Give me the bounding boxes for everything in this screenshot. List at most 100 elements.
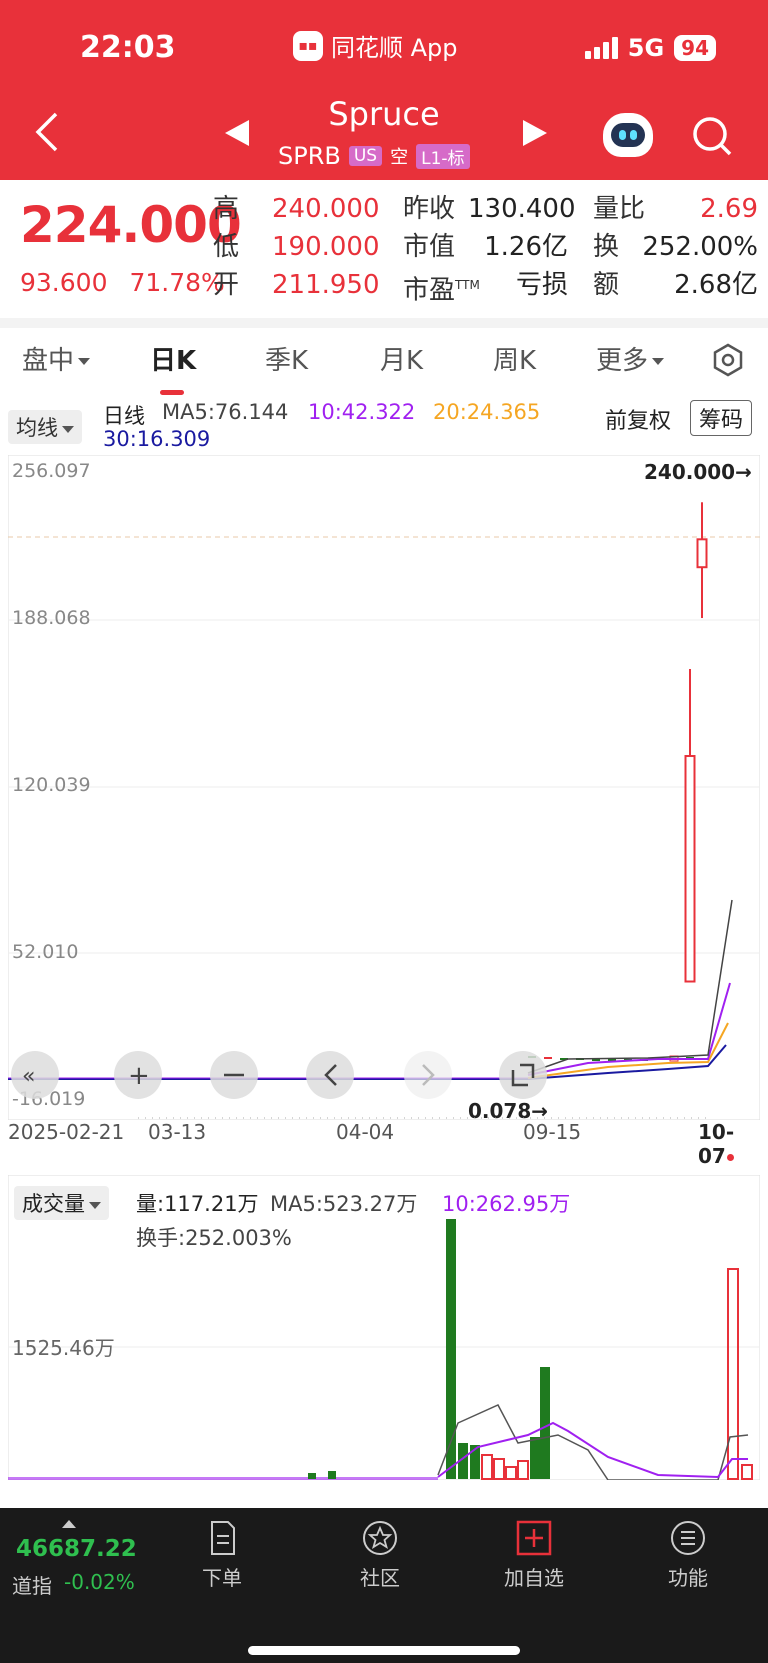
volume-selector[interactable]: 成交量 [14, 1186, 109, 1220]
status-app-label: 同花顺 App [331, 34, 458, 62]
volume-ma5-line [437, 1404, 749, 1480]
tab-active-indicator [160, 390, 184, 395]
max-label: 240.000→ [644, 460, 752, 484]
fullscreen-icon[interactable] [499, 1051, 547, 1099]
zoom-in-icon[interactable] [114, 1051, 162, 1099]
nav-functions[interactable]: 功能 [638, 1518, 738, 1591]
tab-quarterly[interactable]: 季K [265, 346, 309, 376]
ma30-line [527, 1044, 727, 1080]
low-value: 190.000 [272, 232, 380, 262]
x-tick-4: 10-07 [698, 1120, 735, 1168]
short-tag: 空 [390, 147, 409, 168]
app-icon: ▪▪ [293, 30, 323, 61]
volume-ma5: MA5:523.27万 [270, 1192, 418, 1216]
candle-body [684, 755, 696, 983]
ma5-value: MA5:76.144 [162, 400, 289, 424]
quote-labels-2: 昨收 市值 市盈TTM [403, 190, 480, 310]
header: 22:03 ▪▪ 同花顺 App 5G 94 Spruce SPRB US 空 … [0, 0, 768, 180]
index-value[interactable]: 46687.22 [16, 1536, 137, 1562]
double-left-icon[interactable] [11, 1051, 59, 1099]
section-divider [0, 318, 768, 328]
pe-label: 市盈TTM [403, 275, 480, 306]
y-tick-0: 256.097 [12, 460, 91, 482]
y-tick-1: 188.068 [12, 607, 91, 629]
current-day-dot [727, 1154, 734, 1161]
volume-value: 量:117.21万 [136, 1192, 259, 1216]
ma-selector[interactable]: 均线 [8, 410, 82, 444]
candle-body [696, 538, 708, 569]
quote-values-1: 240.000 190.000 211.950 [272, 190, 380, 304]
x-tick-0: 2025-02-21 [8, 1120, 125, 1144]
status-indicators: 5G 94 [584, 34, 716, 62]
volume-bars [8, 1219, 753, 1480]
high-label: 高 [213, 194, 240, 224]
status-app[interactable]: ▪▪ 同花顺 App [293, 28, 458, 63]
x-axis-labels: 2025-02-21 03-13 04-04 09-15 10-07 [8, 1120, 760, 1168]
nav-add-watchlist[interactable]: 加自选 [484, 1518, 584, 1591]
svg-text:+: + [128, 1061, 150, 1091]
nav-community[interactable]: 社区 [330, 1518, 430, 1591]
x-tick-1: 03-13 [148, 1120, 207, 1144]
kline-chart[interactable]: 256.097 188.068 120.039 52.010 -16.019 2… [8, 455, 760, 1120]
chips-button[interactable]: 筹码 [690, 400, 753, 436]
volume-chart[interactable]: 1525.46万 [8, 1175, 760, 1480]
ma20-value: 20:24.365 [433, 400, 541, 424]
pe-value: 亏损 [515, 270, 568, 300]
nav-order-label: 下单 [202, 1566, 242, 1590]
chart-toolbar: « + [11, 1051, 547, 1099]
level-tag: L1-标 [416, 143, 470, 169]
status-time: 22:03 [80, 30, 176, 65]
ma20-line [527, 1022, 729, 1079]
market-cap-label: 市值 [403, 232, 456, 262]
prev-close-value: 130.400 [468, 194, 576, 224]
prev-close-label: 昨收 [403, 194, 456, 224]
prev-stock-icon[interactable] [225, 120, 249, 146]
change-percent: 71.78% [129, 268, 225, 297]
tab-weekly[interactable]: 周K [493, 346, 537, 376]
adjust-toggle[interactable]: 前复权 [605, 409, 672, 434]
x-tick-3: 09-15 [523, 1120, 582, 1144]
tab-daily[interactable]: 日K [150, 346, 197, 376]
assistant-robot-icon[interactable] [603, 113, 653, 157]
index-name: 道指 [12, 1574, 52, 1598]
chevron-left-icon[interactable] [306, 1051, 354, 1099]
last-price: 224.000 [20, 196, 242, 254]
tab-intraday[interactable]: 盘中 [22, 340, 91, 377]
settings-icon[interactable] [710, 342, 746, 378]
period-tabs: 盘中 日K 季K 月K 周K 更多 [0, 340, 768, 396]
stock-name: Spruce [328, 95, 440, 133]
turnover-label: 换 [593, 232, 620, 262]
network-label: 5G [627, 34, 665, 62]
nav-community-label: 社区 [360, 1566, 400, 1590]
stock-code: SPRB [278, 142, 341, 170]
back-icon[interactable] [30, 110, 64, 154]
quote-values-2: 130.400 1.26亿 亏损 [468, 190, 576, 304]
quote-labels-1: 高 低 开 [213, 190, 239, 304]
open-value: 211.950 [272, 270, 380, 300]
battery-icon: 94 [674, 35, 716, 61]
nav-order[interactable]: 下单 [172, 1518, 272, 1591]
next-stock-icon[interactable] [523, 120, 547, 146]
ma30-value: 30:16.309 [103, 427, 211, 451]
tab-monthly[interactable]: 月K [380, 346, 424, 376]
vol-ratio-label: 量比 [593, 194, 646, 224]
index-change: -0.02% [64, 1570, 135, 1594]
nav-functions-label: 功能 [668, 1566, 708, 1590]
change-value: 93.600 [20, 268, 108, 297]
expand-up-icon[interactable] [62, 1520, 76, 1528]
pe-sup: TTM [455, 278, 480, 292]
tab-more[interactable]: 更多 [596, 340, 665, 377]
y-tick-2: 120.039 [12, 774, 91, 796]
min-label: 0.078→ [468, 1099, 548, 1120]
market-tag: US [348, 146, 383, 166]
search-icon[interactable] [690, 114, 734, 158]
home-indicator [248, 1646, 520, 1655]
price-change: 93.600 71.78% [20, 268, 225, 297]
amount-label: 额 [593, 270, 620, 300]
ma10-line [527, 982, 731, 1076]
volume-ma10: 10:262.95万 [442, 1192, 571, 1216]
quote-panel: 224.000 93.600 71.78% 高 低 开 240.000 190.… [0, 190, 768, 320]
vol-ratio-value: 2.69 [700, 194, 758, 224]
chevron-right-icon[interactable] [404, 1051, 452, 1099]
stock-subtitle: SPRB US 空 L1-标 [278, 142, 470, 170]
